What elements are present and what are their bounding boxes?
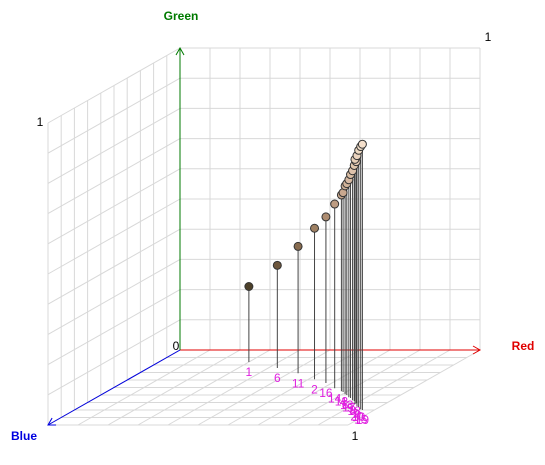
x-max-label: 1 (485, 30, 492, 44)
point-label: 19 (356, 413, 370, 427)
z-axis-arrow (47, 417, 57, 426)
grid-line (257, 349, 391, 426)
point-label: 8 (349, 403, 356, 417)
point-label: 4 (340, 395, 347, 409)
point-label: 9 (353, 406, 360, 420)
z-max-label: 1 (352, 429, 359, 443)
grid-line (47, 168, 181, 245)
point (321, 212, 331, 222)
point-label: 7 (352, 407, 359, 421)
point-label: 10 (352, 410, 366, 424)
point-label: 1 (246, 365, 253, 379)
x-axis-title: Red (512, 339, 535, 353)
origin-label: 0 (173, 339, 180, 353)
y-max-label: 1 (37, 115, 44, 129)
grid-line (347, 349, 481, 426)
grid-line (47, 77, 181, 154)
point-label: 6 (274, 371, 281, 385)
grid-line (47, 47, 181, 124)
point-label: 18 (348, 404, 362, 418)
z-axis (47, 349, 181, 426)
y-axis-title: Green (164, 9, 199, 23)
point-label: 3 (342, 397, 349, 411)
z-axis-title: Blue (11, 429, 37, 443)
point-label: 5 (347, 401, 354, 415)
grid-line (317, 349, 451, 426)
x-axis-arrow (472, 345, 482, 355)
point-label: 12 (335, 394, 349, 408)
point-label: 13 (340, 398, 354, 412)
point-label: 11 (292, 376, 305, 390)
point-label: 15 (354, 412, 368, 426)
point (357, 139, 367, 149)
grid-line (47, 107, 181, 184)
grid-line (47, 138, 181, 215)
point-label: 16 (319, 386, 333, 400)
point-label: 2 (311, 382, 318, 396)
point (293, 241, 303, 251)
y-axis-arrow (175, 46, 185, 56)
point-label: 20 (350, 409, 364, 423)
point (244, 282, 254, 291)
point (310, 223, 320, 233)
point (330, 199, 340, 209)
point-label: 14 (328, 391, 342, 405)
point (272, 260, 282, 270)
grid-line (227, 349, 361, 426)
point-label: 17 (342, 400, 356, 414)
